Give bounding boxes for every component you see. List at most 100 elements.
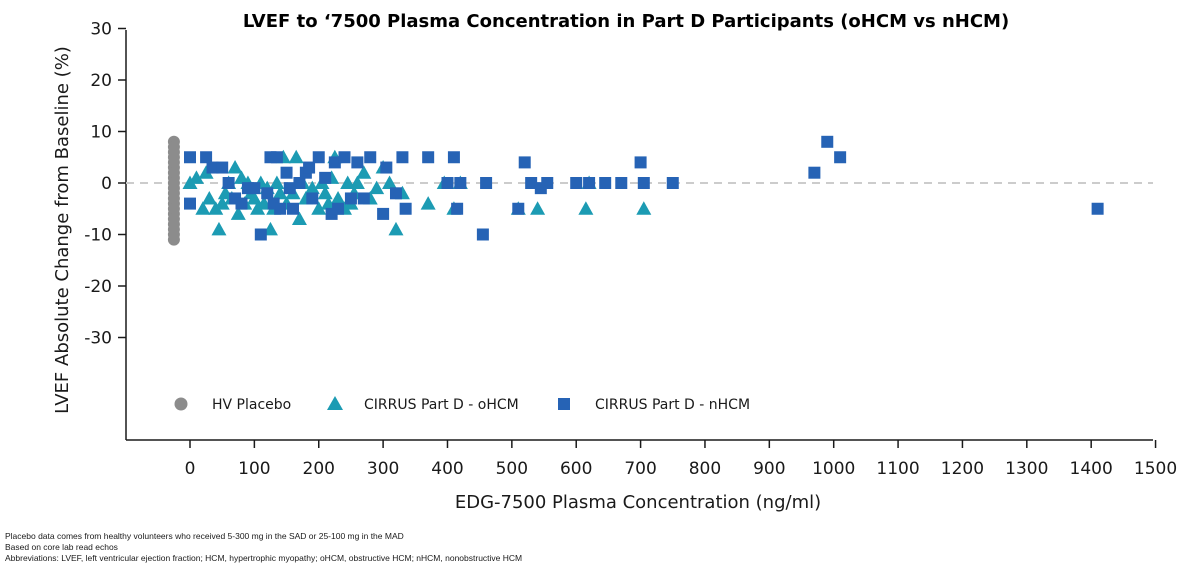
- data-point-square: [808, 166, 821, 179]
- data-point-square: [451, 202, 464, 215]
- data-point-square: [480, 177, 493, 189]
- data-point-triangle: [578, 201, 594, 215]
- data-point-square: [541, 177, 554, 189]
- y-tick-label: -20: [84, 277, 112, 297]
- data-point-square: [1091, 202, 1104, 215]
- x-tick-label: 700: [624, 459, 656, 479]
- data-point-triangle: [201, 190, 217, 205]
- y-axis-label: LVEF Absolute Change from Baseline (%): [52, 46, 73, 414]
- data-point-square: [293, 177, 306, 189]
- x-tick-label: 500: [496, 459, 528, 479]
- data-point-square: [306, 192, 319, 205]
- data-point-square: [319, 171, 332, 184]
- legend-circle-marker: [174, 397, 188, 411]
- legend-item-hv-placebo: HV Placebo: [174, 397, 291, 413]
- x-tick-label: 1500: [1134, 459, 1177, 479]
- data-point-square: [351, 156, 364, 169]
- data-point-square: [634, 156, 647, 169]
- y-tick-label: 10: [90, 123, 112, 143]
- data-point-square: [357, 192, 370, 205]
- series-triangles: [182, 149, 652, 236]
- data-point-triangle: [269, 175, 285, 189]
- chart-title: LVEF to ‘7500 Plasma Concentration in Pa…: [243, 11, 1009, 32]
- x-tick-label: 900: [753, 459, 785, 479]
- data-point-square: [216, 161, 229, 174]
- data-point-triangle: [230, 206, 246, 220]
- series-circles: [167, 135, 180, 246]
- data-point-square: [222, 177, 235, 189]
- y-tick-label: 20: [90, 71, 112, 91]
- data-point-square: [338, 151, 351, 164]
- data-point-square: [525, 177, 538, 189]
- data-point-triangle: [388, 221, 404, 236]
- data-point-square: [184, 197, 196, 210]
- data-point-square: [380, 161, 393, 174]
- data-point-square: [518, 156, 531, 169]
- data-point-triangle: [188, 170, 204, 184]
- data-point-circle: [167, 233, 180, 246]
- data-point-square: [454, 177, 467, 189]
- x-tick-label: 1400: [1070, 459, 1113, 479]
- footnote-echo: Based on core lab read echos: [5, 542, 118, 552]
- data-point-square: [248, 182, 261, 195]
- data-point-square: [447, 151, 460, 164]
- data-point-square: [332, 202, 345, 215]
- data-point-triangle: [304, 180, 320, 195]
- data-point-square: [344, 192, 357, 205]
- data-point-triangle: [317, 185, 333, 200]
- data-point-square: [184, 151, 196, 164]
- x-tick-label: 300: [367, 459, 399, 479]
- legend-item-nhcm: CIRRUS Part D - nHCM: [558, 397, 750, 413]
- data-point-square: [476, 228, 489, 241]
- x-tick-label: 1000: [812, 459, 855, 479]
- data-point-square: [328, 156, 341, 169]
- data-point-square: [399, 202, 412, 215]
- data-point-square: [599, 177, 612, 189]
- legend: HV Placebo CIRRUS Part D - oHCM CIRRUS P…: [174, 396, 750, 413]
- data-point-triangle: [198, 165, 214, 179]
- data-point-square: [396, 151, 409, 164]
- legend-triangle-marker: [327, 396, 343, 410]
- data-point-square: [254, 228, 267, 241]
- data-point-square: [312, 151, 325, 164]
- data-point-triangle: [214, 196, 230, 210]
- data-point-triangle: [246, 190, 262, 205]
- legend-item-ohcm: CIRRUS Part D - oHCM: [327, 396, 519, 413]
- y-tick-label: -30: [84, 329, 112, 349]
- footnotes: Placebo data comes from healthy voluntee…: [5, 531, 522, 564]
- data-point-square: [615, 177, 628, 189]
- data-point-triangle: [291, 211, 307, 226]
- data-point-triangle: [356, 165, 372, 179]
- data-point-square: [286, 202, 299, 215]
- footnote-placebo: Placebo data comes from healthy voluntee…: [5, 531, 404, 541]
- data-point-square: [274, 202, 287, 215]
- data-point-square: [666, 177, 679, 189]
- x-tick-label: 1300: [1005, 459, 1048, 479]
- data-point-triangle: [211, 221, 227, 236]
- series-squares: [184, 135, 1104, 241]
- y-tick-label: 0: [101, 174, 112, 194]
- x-tick-label: 400: [431, 459, 463, 479]
- data-point-triangle: [530, 201, 546, 215]
- data-point-square: [422, 151, 435, 164]
- data-point-square: [235, 197, 248, 210]
- footnote-abbreviations: Abbreviations: LVEF, left ventricular ej…: [5, 553, 523, 563]
- data-point-triangle: [288, 149, 304, 164]
- x-tick-label: 200: [303, 459, 335, 479]
- data-point-triangle: [420, 196, 436, 210]
- x-tick-label: 1100: [876, 459, 919, 479]
- y-axis-ticks: 30 20 10 0 -10 -20 -30: [84, 20, 126, 349]
- data-point-square: [441, 177, 454, 189]
- x-tick-label: 800: [689, 459, 721, 479]
- x-tick-label: 600: [560, 459, 592, 479]
- x-tick-label: 1200: [941, 459, 984, 479]
- data-point-square: [377, 207, 390, 220]
- x-tick-label: 0: [185, 459, 196, 479]
- data-point-square: [206, 161, 219, 174]
- x-axis-label: EDG-7500 Plasma Concentration (ng/ml): [455, 492, 821, 513]
- y-tick-label: -10: [84, 226, 112, 246]
- legend-label: CIRRUS Part D - nHCM: [595, 397, 750, 413]
- data-point-square: [512, 202, 525, 215]
- x-tick-label: 100: [238, 459, 270, 479]
- legend-label: CIRRUS Part D - oHCM: [364, 397, 519, 413]
